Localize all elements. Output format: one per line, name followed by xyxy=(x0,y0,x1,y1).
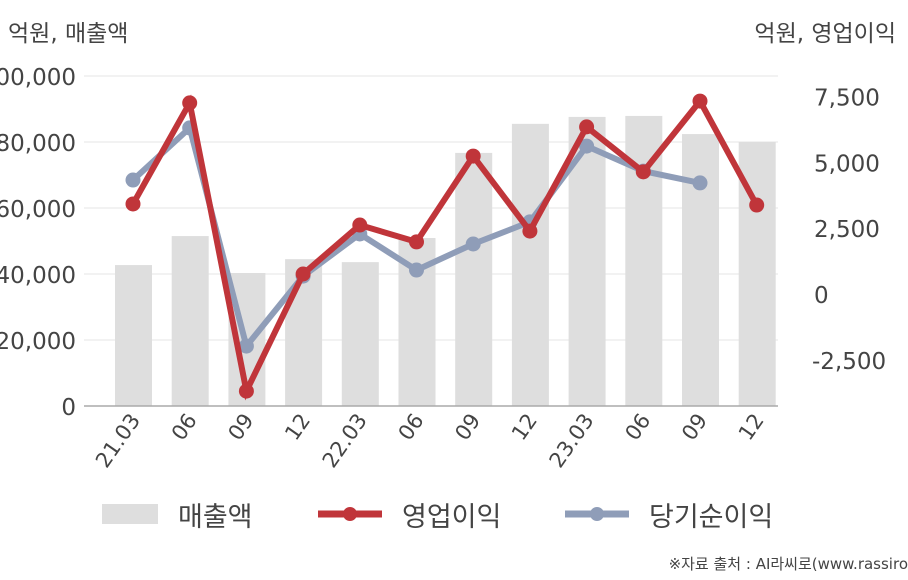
right-axis-ticks: 7,500 5,000 2,500 0 -2,500 xyxy=(812,86,886,375)
operating-profit-point xyxy=(182,95,198,111)
revenue-bar xyxy=(285,259,323,406)
x-axis-tick-label: 23.03 xyxy=(545,409,599,472)
x-axis-tick-label: 12 xyxy=(507,409,542,445)
right-axis-tick-label: -2,500 xyxy=(812,349,886,375)
revenue-bar xyxy=(455,152,493,406)
operating-profit-point xyxy=(635,164,651,180)
revenue-bar xyxy=(511,123,549,406)
right-axis-tick-label: 7,500 xyxy=(814,86,880,112)
revenue-bar xyxy=(171,236,209,406)
left-axis-ticks: 00,000 80,000 60,000 40,000 20,000 0 xyxy=(0,65,76,421)
revenue-bars xyxy=(115,115,776,407)
operating-profit-point xyxy=(749,197,765,213)
operating-profit-point xyxy=(238,383,254,399)
legend-label-revenue: 매출액 xyxy=(178,501,253,533)
legend-label-operating-profit: 영업이익 xyxy=(402,501,502,533)
bar-swatch-icon xyxy=(102,504,158,524)
source-note: ※자료 출처 : AI라씨로(www.rassiro xyxy=(668,555,908,573)
left-axis-tick-label: 00,000 xyxy=(0,65,76,91)
left-axis-tick-label: 20,000 xyxy=(0,329,76,355)
right-axis-unit-label: 억원, 영업이익 xyxy=(754,21,896,47)
x-axis-tick-label: 06 xyxy=(620,409,655,445)
operating-profit-point xyxy=(692,93,708,109)
legend: 매출액 영업이익 당기순이익 xyxy=(0,494,908,534)
legend-label-net-income: 당기순이익 xyxy=(649,501,774,533)
revenue-bar xyxy=(115,265,152,406)
x-axis-tick-label: 21.03 xyxy=(91,409,145,472)
legend-item-revenue[interactable]: 매출액 xyxy=(102,494,253,534)
x-axis-tick-label: 09 xyxy=(224,409,259,445)
left-axis-tick-label: 40,000 xyxy=(0,263,76,289)
left-axis-tick-label: 80,000 xyxy=(0,131,76,157)
x-axis-tick-label: 12 xyxy=(280,409,315,445)
operating-profit-point xyxy=(522,223,538,239)
operating-profit-point xyxy=(125,196,141,212)
right-axis-tick-label: 5,000 xyxy=(814,151,880,177)
x-axis-tick-label: 06 xyxy=(167,409,202,445)
net-income-point xyxy=(692,175,708,191)
x-axis-tick-label: 09 xyxy=(677,409,712,445)
operating-profit-point xyxy=(409,234,424,250)
x-axis-tick-label: 09 xyxy=(450,409,485,445)
right-axis-tick-label: 2,500 xyxy=(814,217,880,243)
operating-profit-line xyxy=(125,93,765,401)
operating-profit-point xyxy=(295,266,311,282)
operating-profit-point xyxy=(352,217,368,233)
operating-profit-point xyxy=(465,148,481,164)
left-axis-tick-label: 60,000 xyxy=(0,197,76,223)
operating-profit-point xyxy=(579,119,595,135)
legend-item-operating-profit[interactable]: 영업이익 xyxy=(318,494,501,534)
x-axis-ticks: 21.03 06 09 12 22.03 06 09 12 23.03 06 09 12 xyxy=(91,409,769,472)
combo-chart: 00,000 80,000 60,000 40,000 20,000 0 7,500 5,0… xyxy=(0,65,886,472)
net-income-point xyxy=(465,236,481,252)
x-axis-tick-label: 06 xyxy=(394,409,429,445)
net-income-point xyxy=(579,138,595,154)
right-axis-tick-label: 0 xyxy=(814,283,829,309)
net-income-point xyxy=(125,172,141,188)
net-income-point xyxy=(409,262,424,278)
x-axis-tick-label: 22.03 xyxy=(318,409,372,472)
left-axis-unit-label: 억원, 매출액 xyxy=(8,21,129,47)
line-marker-icon xyxy=(565,507,629,521)
legend-item-net-income[interactable]: 당기순이익 xyxy=(565,494,773,534)
x-axis-tick-label: 12 xyxy=(734,409,769,445)
revenue-bar xyxy=(341,262,379,406)
net-income-point xyxy=(238,338,254,354)
revenue-bar xyxy=(682,134,719,406)
line-marker-icon xyxy=(318,507,382,521)
left-axis-tick-label: 0 xyxy=(61,395,76,421)
